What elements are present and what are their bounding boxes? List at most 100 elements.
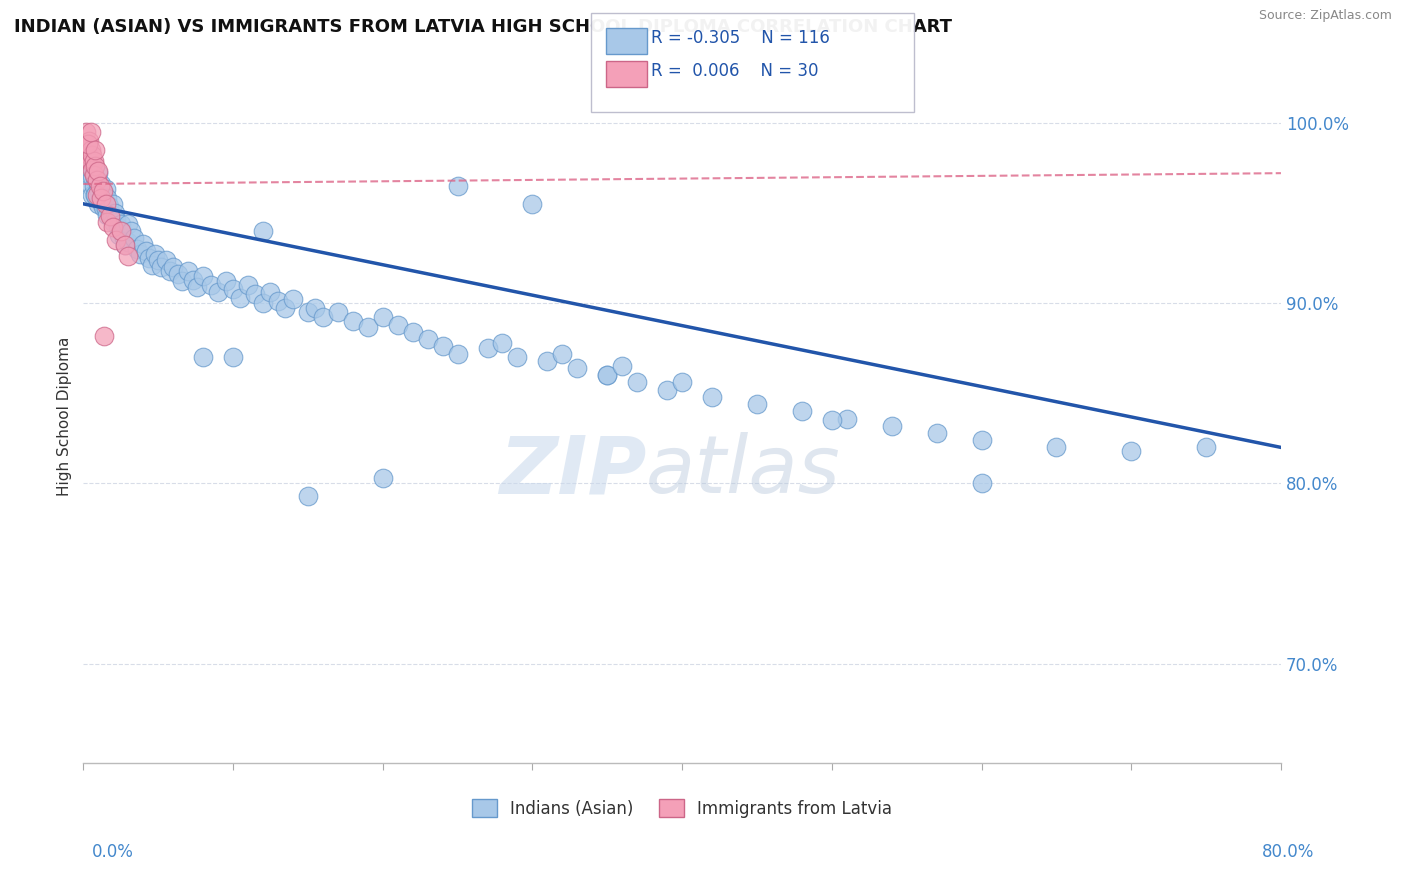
Point xyxy=(236,278,259,293)
Point xyxy=(200,278,222,293)
Point xyxy=(84,159,107,173)
Point xyxy=(357,319,380,334)
Point xyxy=(77,161,100,175)
Point xyxy=(214,274,236,288)
Point xyxy=(127,242,149,256)
Point xyxy=(522,197,544,211)
Point xyxy=(107,220,129,235)
Point xyxy=(191,350,214,364)
Text: 80.0%: 80.0% xyxy=(1263,843,1315,861)
Y-axis label: High School Diploma: High School Diploma xyxy=(58,336,72,496)
Point xyxy=(82,155,104,169)
Point xyxy=(77,134,100,148)
Point xyxy=(82,187,104,202)
Point xyxy=(143,247,166,261)
Point xyxy=(229,291,252,305)
Point xyxy=(120,224,142,238)
Point xyxy=(86,173,108,187)
Point xyxy=(626,376,648,390)
Point xyxy=(138,251,160,265)
Point xyxy=(970,433,993,447)
Point xyxy=(83,178,105,193)
Point xyxy=(93,328,115,343)
Point xyxy=(76,137,98,152)
Point xyxy=(91,201,114,215)
Point xyxy=(105,233,128,247)
Point xyxy=(612,359,634,374)
Point xyxy=(77,148,100,162)
Point xyxy=(159,263,181,277)
Point xyxy=(83,161,105,175)
Point xyxy=(87,166,110,180)
Point xyxy=(80,143,103,157)
Point xyxy=(96,191,118,205)
Point xyxy=(177,263,200,277)
Point xyxy=(1045,441,1067,455)
Point xyxy=(112,231,135,245)
Point xyxy=(82,162,104,177)
Point xyxy=(536,353,558,368)
Point xyxy=(155,252,177,267)
Point xyxy=(312,310,335,325)
Point xyxy=(98,210,121,224)
Point xyxy=(87,182,110,196)
Point xyxy=(150,260,173,274)
Point xyxy=(132,236,155,251)
Point xyxy=(186,280,208,294)
Point xyxy=(477,341,499,355)
Point xyxy=(114,238,136,252)
Point xyxy=(567,361,589,376)
Point xyxy=(245,287,267,301)
Point xyxy=(141,258,163,272)
Point xyxy=(103,215,125,229)
Point xyxy=(94,202,117,217)
Point xyxy=(86,191,108,205)
Point xyxy=(790,404,813,418)
Point xyxy=(94,197,117,211)
Point xyxy=(446,346,468,360)
Point xyxy=(281,293,304,307)
Point xyxy=(181,272,204,286)
Point xyxy=(596,368,619,383)
Point xyxy=(446,178,468,193)
Point xyxy=(89,178,111,193)
Point xyxy=(84,187,107,202)
Point xyxy=(87,197,110,211)
Point xyxy=(91,184,114,198)
Point xyxy=(111,224,134,238)
Point xyxy=(86,173,108,187)
Point xyxy=(83,153,105,168)
Point xyxy=(76,152,98,166)
Point xyxy=(207,285,229,300)
Point xyxy=(75,125,97,139)
Point xyxy=(326,305,349,319)
Text: 0.0%: 0.0% xyxy=(91,843,134,861)
Point xyxy=(108,227,131,242)
Point xyxy=(304,301,326,316)
Point xyxy=(432,339,454,353)
Point xyxy=(80,125,103,139)
Point xyxy=(1121,444,1143,458)
Point xyxy=(222,282,245,296)
Point xyxy=(657,383,679,397)
Point xyxy=(117,217,139,231)
Point xyxy=(297,489,319,503)
Point xyxy=(491,335,513,350)
Point xyxy=(87,164,110,178)
Point xyxy=(745,397,768,411)
Point xyxy=(274,301,297,316)
Point xyxy=(94,182,117,196)
Point xyxy=(103,220,125,235)
Point xyxy=(84,143,107,157)
Point xyxy=(86,187,108,202)
Point xyxy=(551,346,574,360)
Point xyxy=(416,332,439,346)
Point xyxy=(122,231,145,245)
Text: Source: ZipAtlas.com: Source: ZipAtlas.com xyxy=(1258,9,1392,22)
Point xyxy=(76,143,98,157)
Point xyxy=(387,318,409,332)
Point xyxy=(401,325,423,339)
Point xyxy=(96,208,118,222)
Point xyxy=(506,350,529,364)
Text: R =  0.006    N = 30: R = 0.006 N = 30 xyxy=(651,62,818,80)
